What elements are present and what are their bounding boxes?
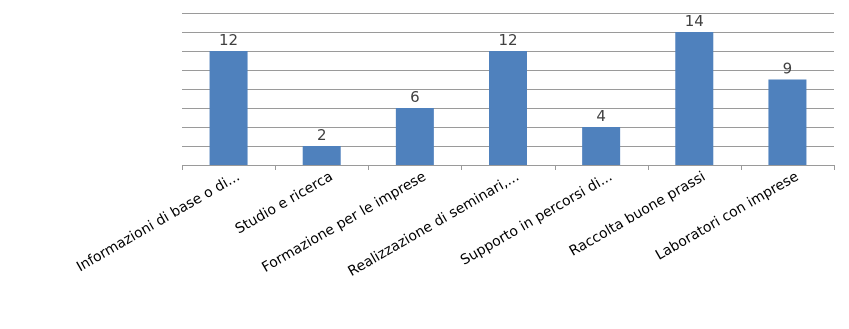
data-label: 12 [219,31,238,49]
data-label: 6 [410,88,420,106]
bars [209,32,807,165]
x-tick-label: Realizzazione di seminari,... [345,169,522,280]
data-label: 4 [596,107,606,125]
data-label: 2 [317,126,327,144]
bar [395,108,434,165]
bar [768,79,807,165]
data-label: 9 [783,60,793,78]
x-tick-label: Informazioni di base o di... [74,169,243,276]
x-tick-label: Supporto in percorsi di... [458,169,615,269]
x-tick-labels: Informazioni di base o di...Studio e ric… [74,169,801,280]
bar [582,127,621,165]
bar [489,51,527,165]
bar [209,51,248,165]
bar [302,146,341,165]
x-axis [182,165,835,170]
x-tick-label: Formazione per le imprese [259,169,429,276]
bar [675,32,714,165]
data-label: 14 [685,12,704,30]
data-label: 12 [498,31,517,49]
data-labels: 12 2 6 12 4 14 9 [219,12,792,144]
